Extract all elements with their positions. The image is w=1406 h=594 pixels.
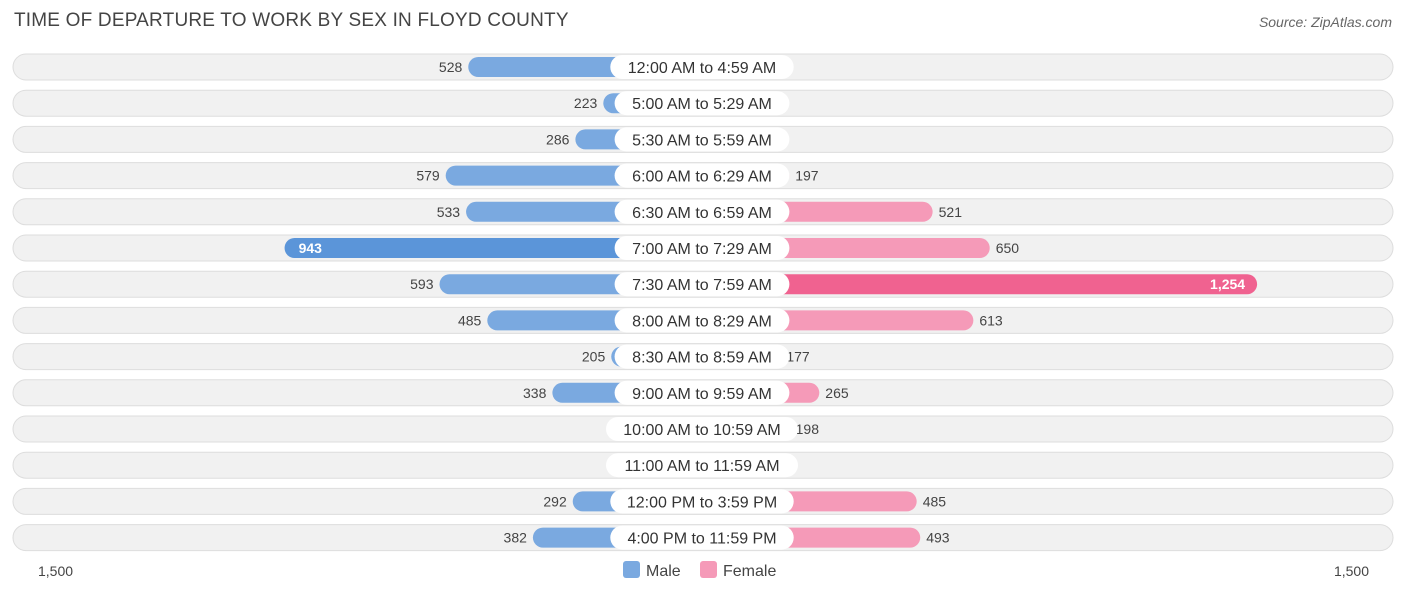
chart-row: 485 613 8:00 AM to 8:29 AM [12, 306, 1394, 334]
category-label: 12:00 PM to 3:59 PM [627, 494, 777, 511]
category-pill [614, 380, 790, 405]
chart-row: 338 265 9:00 AM to 9:59 AM [12, 379, 1394, 407]
category-label: 6:00 AM to 6:29 AM [632, 169, 772, 186]
category-pill [614, 272, 790, 297]
category-label: 8:00 AM to 8:29 AM [632, 313, 772, 330]
legend-swatch-male [623, 561, 640, 578]
value-label-female: 521 [939, 204, 963, 220]
value-label-male: 593 [410, 276, 434, 292]
value-label-male: 943 [299, 240, 323, 256]
chart-source: Source: ZipAtlas.com [1258, 14, 1392, 30]
category-label: 9:00 AM to 9:59 AM [632, 386, 772, 403]
chart-row: 292 485 12:00 PM to 3:59 PM [12, 487, 1394, 515]
value-label-male: 533 [437, 204, 461, 220]
category-pill [614, 91, 790, 116]
value-label-male: 223 [574, 95, 598, 111]
category-pill [614, 199, 790, 224]
axis-tick-left: 1,500 [38, 563, 73, 579]
value-label-female: 1,254 [1210, 276, 1245, 292]
category-pill [606, 417, 798, 441]
chart-row: 382 493 4:00 PM to 11:59 PM [12, 524, 1394, 552]
category-label: 10:00 AM to 10:59 AM [623, 422, 780, 439]
chart-row: 115811:00 AM to 11:59 AM [12, 451, 1394, 479]
category-label: 4:00 PM to 11:59 PM [627, 531, 776, 548]
chart-row: 286725:30 AM to 5:59 AM [12, 125, 1394, 153]
chart-axis: 1,500 1,500 [38, 563, 1369, 579]
category-pill [610, 489, 794, 514]
category-label: 5:00 AM to 5:29 AM [632, 96, 772, 113]
legend-label-female: Female [723, 563, 776, 580]
value-label-male: 286 [546, 131, 570, 147]
category-label: 7:30 AM to 7:59 AM [632, 277, 772, 294]
category-label: 11:00 AM to 11:59 AM [624, 458, 779, 475]
axis-tick-right: 1,500 [1334, 563, 1369, 579]
value-label-female: 493 [926, 530, 950, 546]
value-label-female: 650 [996, 240, 1020, 256]
category-label: 7:00 AM to 7:29 AM [632, 241, 772, 258]
legend-swatch-female [700, 561, 717, 578]
chart-row: 533 521 6:30 AM to 6:59 AM [12, 198, 1394, 226]
category-pill [610, 55, 794, 79]
category-pill [614, 163, 790, 188]
value-label-male: 382 [504, 530, 528, 546]
value-label-male: 205 [582, 349, 606, 365]
value-label-male: 528 [439, 59, 463, 75]
chart-title: TIME OF DEPARTURE TO WORK BY SEX IN FLOY… [14, 10, 569, 31]
value-label-male: 485 [458, 312, 482, 328]
chart-rows: 5287912:00 AM to 4:59 AM 223395:00 AM to … [12, 53, 1394, 552]
category-label: 8:30 AM to 8:59 AM [632, 350, 772, 367]
value-label-male: 579 [416, 168, 440, 184]
chart-row: 579 197 6:00 AM to 6:29 AM [12, 162, 1394, 190]
bar-male [284, 238, 702, 258]
chart-row: 223395:00 AM to 5:29 AM [12, 89, 1394, 117]
category-pill [606, 453, 798, 478]
category-pill [614, 236, 790, 260]
value-label-female: 613 [979, 312, 1003, 328]
value-label-female: 177 [786, 349, 810, 365]
category-label: 6:30 AM to 6:59 AM [632, 205, 772, 222]
chart-row: 943 650 7:00 AM to 7:29 AM [12, 234, 1394, 262]
category-label: 12:00 AM to 4:59 AM [628, 60, 777, 77]
category-pill [610, 525, 794, 550]
value-label-male: 338 [523, 385, 547, 401]
chart-row: 205 177 8:30 AM to 8:59 AM [12, 343, 1394, 371]
value-label-female: 265 [825, 385, 849, 401]
value-label-female: 485 [923, 493, 947, 509]
category-pill [614, 344, 790, 369]
value-label-female: 198 [796, 421, 820, 437]
legend: Male Female [623, 561, 776, 580]
category-pill [614, 127, 790, 152]
category-label: 5:30 AM to 5:59 AM [632, 132, 772, 149]
value-label-male: 292 [543, 493, 567, 509]
category-pill [614, 308, 790, 333]
chart-row: 12719810:00 AM to 10:59 AM [12, 415, 1394, 443]
legend-label-male: Male [646, 563, 681, 580]
chart-row: 5287912:00 AM to 4:59 AM [12, 53, 1394, 81]
value-label-female: 197 [795, 168, 819, 184]
bar-female [702, 274, 1258, 295]
chart-row: 593 1,254 7:30 AM to 7:59 AM [12, 270, 1394, 298]
